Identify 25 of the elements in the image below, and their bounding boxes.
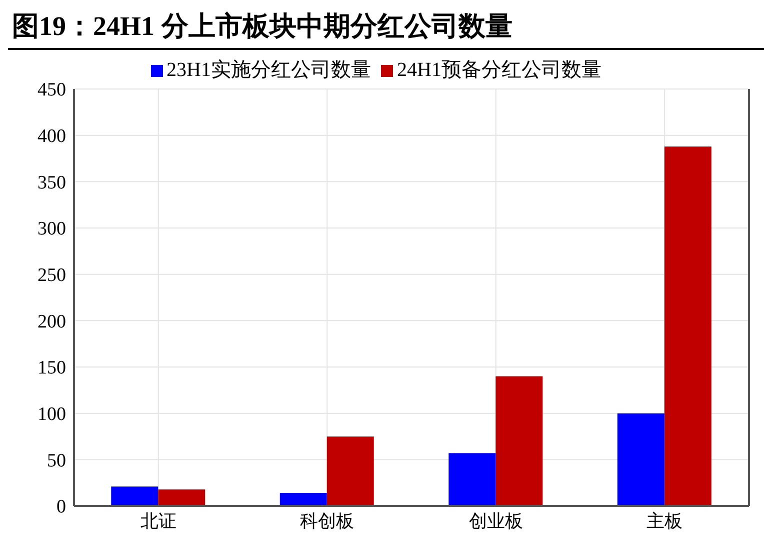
y-tick-label: 0 — [56, 496, 66, 518]
y-tick-label: 100 — [38, 404, 66, 426]
x-tick-label: 北证 — [140, 510, 176, 531]
bar — [111, 486, 158, 506]
x-tick-label: 科创板 — [300, 510, 354, 531]
chart-title: 图19：24H1 分上市板块中期分红公司数量 — [8, 8, 764, 50]
bar — [326, 436, 374, 506]
y-tick-label: 450 — [38, 80, 66, 101]
y-tick-label: 300 — [38, 218, 66, 240]
bar — [158, 489, 206, 506]
y-tick-label: 400 — [38, 126, 66, 148]
y-tick-label: 50 — [47, 450, 66, 472]
y-tick-label: 250 — [38, 265, 66, 286]
bar — [664, 146, 712, 506]
legend-label: 23H1实施分红公司数量 — [166, 59, 371, 81]
bar — [280, 493, 327, 506]
legend-label: 24H1预备分红公司数量 — [397, 59, 602, 81]
x-tick-label: 创业板 — [468, 510, 523, 531]
bar — [496, 376, 543, 506]
y-tick-label: 200 — [38, 311, 66, 332]
bar — [617, 413, 664, 506]
y-tick-label: 350 — [38, 172, 66, 194]
y-tick-label: 150 — [38, 358, 66, 379]
x-tick-label: 主板 — [646, 510, 683, 531]
bar — [448, 453, 496, 506]
